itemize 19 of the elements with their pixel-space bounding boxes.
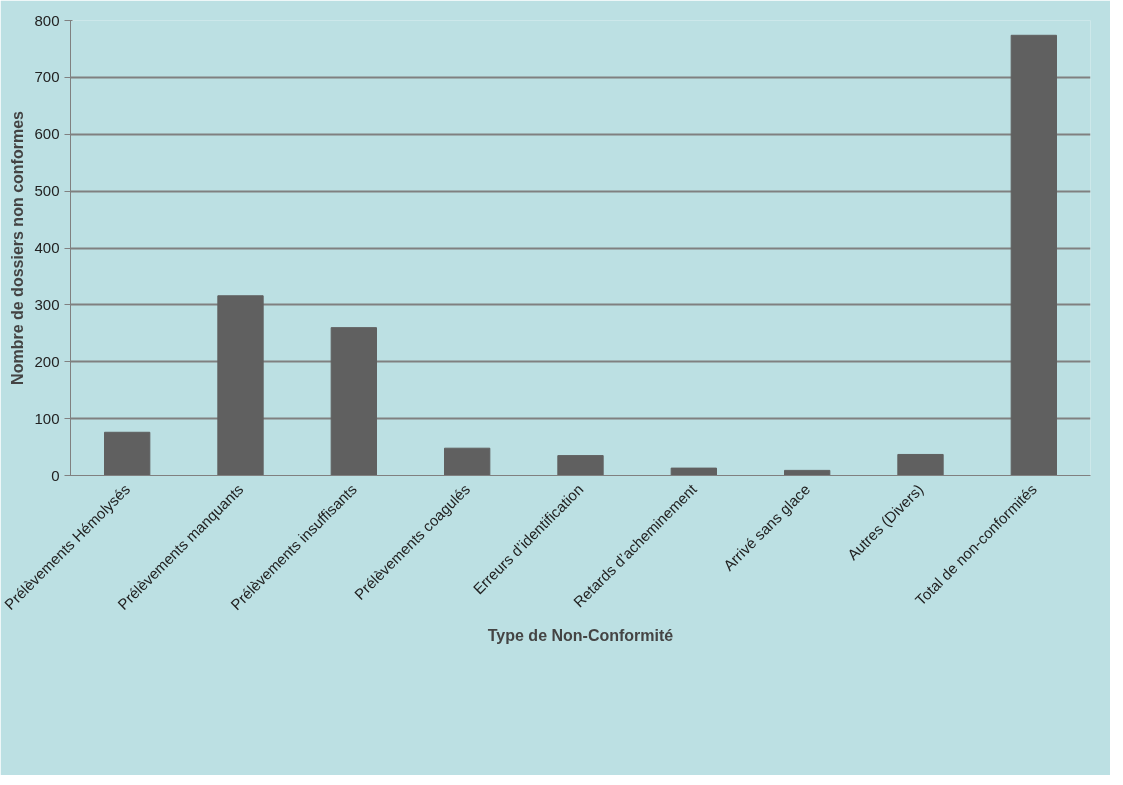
x-axis-title: Type de Non-Conformité <box>487 627 674 645</box>
bar <box>557 455 604 476</box>
y-tick-label: 500 <box>34 182 60 200</box>
y-tick-label: 100 <box>34 409 60 427</box>
y-tick-label: 600 <box>34 125 60 143</box>
y-tick-label: 0 <box>51 466 60 484</box>
bar <box>444 447 491 476</box>
bar <box>1010 34 1057 476</box>
y-tick-label: 400 <box>34 239 60 256</box>
bar <box>104 431 151 476</box>
y-axis-title: Nombre de dossiers non conformes <box>9 110 27 385</box>
y-tick-label: 800 <box>34 11 60 29</box>
y-tick-label: 200 <box>34 352 60 370</box>
bar <box>217 295 264 476</box>
y-tick-label: 300 <box>34 295 60 313</box>
y-tick-label: 700 <box>34 68 60 86</box>
bar <box>330 327 377 476</box>
bar <box>897 453 944 476</box>
bar <box>670 467 717 476</box>
